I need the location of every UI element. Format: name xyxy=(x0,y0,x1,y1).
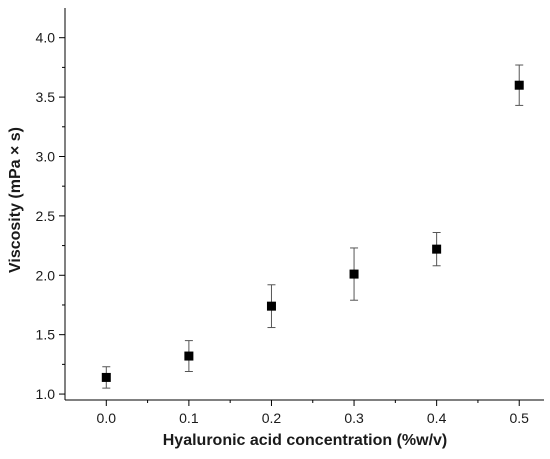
y-axis-title: Viscosity (mPa × s) xyxy=(7,127,24,273)
chart-axes xyxy=(64,8,544,401)
x-tick-label: 0.2 xyxy=(262,410,282,426)
x-tick-label: 0.3 xyxy=(344,410,364,426)
y-ticks: 1.0 1.5 2.0 2.5 3.0 3.5 4.0 xyxy=(36,30,65,402)
x-tick-label: 0.4 xyxy=(427,410,447,426)
x-tick-label: 0.5 xyxy=(509,410,529,426)
data-points xyxy=(101,80,524,382)
y-tick-label: 1.0 xyxy=(36,386,56,402)
error-bars xyxy=(102,64,524,389)
y-tick-label: 4.0 xyxy=(36,30,56,46)
y-tick-label: 2.5 xyxy=(36,208,56,224)
data-point xyxy=(432,244,442,254)
data-point xyxy=(184,351,194,361)
y-tick-label: 3.5 xyxy=(36,89,56,105)
y-tick-label: 3.0 xyxy=(36,148,56,164)
x-tick-label: 0.0 xyxy=(97,410,117,426)
data-point xyxy=(266,301,276,311)
x-ticks: 0.0 0.1 0.2 0.3 0.4 0.5 xyxy=(97,400,529,426)
y-tick-label: 1.5 xyxy=(36,327,56,343)
data-point xyxy=(349,269,359,279)
x-tick-label: 0.1 xyxy=(179,410,199,426)
y-tick-label: 2.0 xyxy=(36,267,56,283)
x-axis-title: Hyaluronic acid concentration (%w/v) xyxy=(163,432,448,449)
data-point xyxy=(101,372,111,382)
data-point xyxy=(514,80,524,90)
